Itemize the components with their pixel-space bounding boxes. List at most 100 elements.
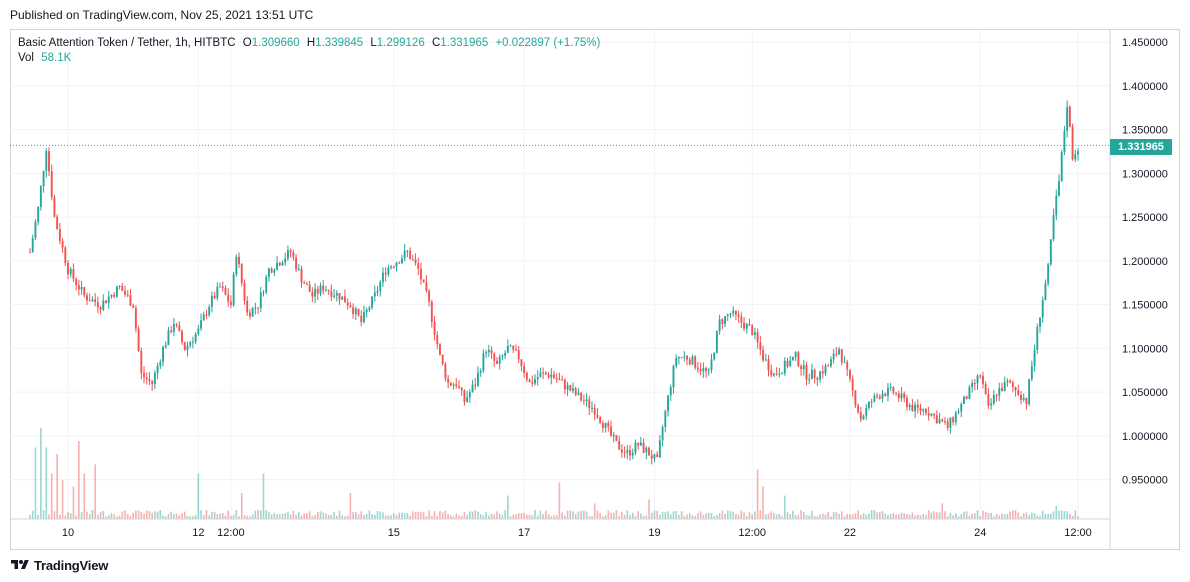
- candle-body: [341, 296, 344, 300]
- footer[interactable]: TradingView: [10, 556, 108, 574]
- candle-body: [734, 310, 737, 315]
- volume-bar: [316, 511, 319, 519]
- price-tick-label: 1.000000: [1122, 431, 1168, 443]
- volume-bar: [80, 512, 83, 519]
- candle-body: [865, 407, 868, 416]
- candle-body: [982, 375, 984, 385]
- candle-body: [506, 345, 509, 353]
- volume-bar: [243, 514, 246, 519]
- candle-body: [1011, 382, 1014, 388]
- volume-bar: [129, 515, 132, 519]
- candle-body: [648, 447, 650, 456]
- candle-body: [718, 319, 721, 332]
- candle-body: [753, 332, 756, 335]
- candle-body: [501, 355, 504, 358]
- candle-body: [221, 286, 224, 289]
- candle-body: [664, 411, 667, 427]
- volume-bar: [683, 515, 686, 519]
- candle-body: [778, 373, 781, 375]
- volume-bar: [360, 511, 363, 519]
- candle-body: [1001, 388, 1003, 392]
- candle-body: [954, 412, 957, 423]
- volume-bar: [496, 511, 498, 519]
- volume-bar: [672, 511, 675, 519]
- candle-body: [634, 442, 637, 453]
- candle-body: [1041, 300, 1044, 318]
- volume-bar: [135, 510, 137, 519]
- volume-bar: [235, 510, 238, 519]
- candle-body: [819, 371, 822, 380]
- candle-body: [623, 452, 626, 454]
- volume-bar: [352, 511, 354, 519]
- candle-body: [194, 333, 197, 342]
- candle-body: [164, 344, 167, 347]
- volume-bar: [531, 515, 534, 519]
- volume-bar: [965, 511, 968, 519]
- volume-bar: [602, 516, 604, 519]
- candle-body: [368, 307, 371, 310]
- volume-bar: [1012, 510, 1014, 519]
- candle-body: [992, 395, 995, 404]
- volume-bar: [569, 510, 572, 519]
- candle-body: [449, 382, 452, 386]
- volume-bar: [406, 512, 409, 519]
- volume-bar: [998, 515, 1001, 519]
- candlestick-chart[interactable]: 1.450000 1.400000 1.350000 1.300000 1.250000…: [10, 29, 1180, 550]
- tradingview-logo-icon: [11, 560, 29, 569]
- last-price-tag: 1.331965: [1110, 139, 1172, 155]
- volume-bar: [249, 516, 251, 519]
- candle-body: [781, 373, 784, 375]
- volume-bar: [517, 513, 520, 519]
- volume-bar: [743, 512, 745, 519]
- volume-line: Vol 58.1K: [18, 51, 600, 66]
- volume-bar: [802, 511, 805, 519]
- candle-body: [390, 266, 393, 268]
- candle-body: [715, 331, 718, 353]
- volume-bar: [295, 514, 297, 519]
- volume-bar: [414, 512, 417, 519]
- time-tick-label: 12:00: [1064, 527, 1092, 539]
- volume-bar: [591, 515, 593, 519]
- volume-bar: [629, 514, 631, 519]
- volume-bar: [319, 511, 322, 519]
- candle-body: [314, 288, 317, 297]
- candle-body: [1020, 394, 1022, 400]
- candle-body: [251, 307, 254, 317]
- candle-body: [335, 293, 338, 296]
- volume-bar: [306, 513, 308, 519]
- candle-body: [110, 294, 113, 297]
- volume-bar: [31, 510, 34, 519]
- candle-body: [835, 353, 838, 355]
- volume-bar: [211, 511, 213, 519]
- volume-bar: [705, 513, 707, 519]
- candle-body: [827, 365, 830, 367]
- candle-body: [178, 325, 181, 332]
- volume-bar: [509, 516, 512, 519]
- volume-bar: [94, 464, 96, 519]
- volume-bar: [661, 511, 664, 519]
- volume-bar: [585, 511, 588, 519]
- volume-bar: [452, 516, 455, 519]
- candle-body: [973, 382, 976, 384]
- volume-bar: [862, 513, 865, 519]
- volume-bar: [906, 513, 908, 519]
- volume-bar: [412, 511, 414, 519]
- candle-body: [80, 287, 83, 290]
- volume-bar: [330, 514, 333, 519]
- volume-bar: [566, 510, 569, 519]
- volume-bar: [164, 516, 167, 519]
- price-tick-label: 1.450000: [1122, 37, 1168, 49]
- close-value: 1.331965: [440, 37, 489, 49]
- volume-bar: [436, 515, 439, 519]
- volume-bar: [230, 515, 232, 519]
- candle-body: [330, 291, 333, 297]
- candle-body: [840, 349, 843, 363]
- candle-body: [574, 388, 577, 395]
- candle-body: [403, 250, 406, 259]
- volume-bar: [281, 513, 284, 519]
- volume-bar: [431, 515, 433, 519]
- volume-bar: [786, 512, 789, 519]
- volume-bar: [53, 511, 56, 519]
- candle-body: [485, 352, 488, 354]
- high-label: H: [306, 37, 316, 49]
